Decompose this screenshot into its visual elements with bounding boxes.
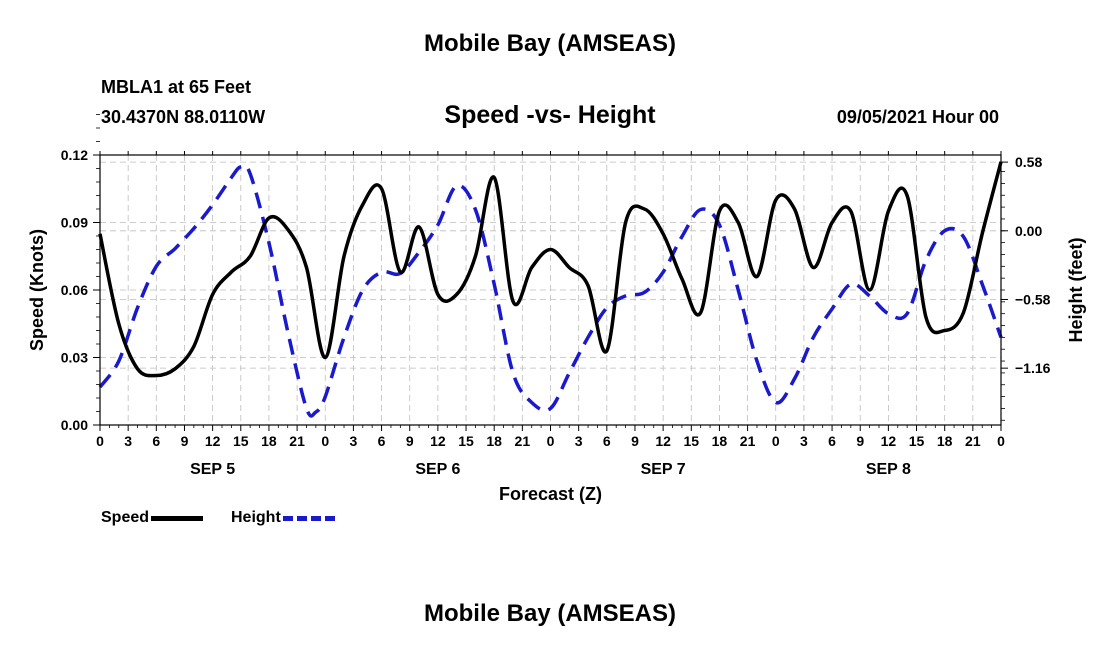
legend-speed-label: Speed — [101, 509, 150, 526]
x-tick-label: 3 — [124, 433, 132, 449]
x-tick-label: 18 — [712, 433, 728, 449]
x-tick-label: 0 — [96, 433, 104, 449]
axes: 0 3 6 9 12 15 18 21 0 3 6 9 12 15 18 21 0 3 6 9 12 15 18 21 0 3 6 9… — [61, 114, 1051, 478]
x-tick-label: 15 — [909, 433, 925, 449]
x-tick-label: 0 — [547, 433, 555, 449]
x-tick-label: 12 — [655, 433, 671, 449]
height-series-line — [98, 163, 1003, 418]
x-tick-label: 21 — [289, 433, 305, 449]
x-tick-label: 21 — [740, 433, 756, 449]
y-axis-title: Speed (Knots) — [27, 229, 47, 351]
x-tick-label: 21 — [515, 433, 531, 449]
x-tick-label: 0 — [997, 433, 1005, 449]
station-label: MBLA1 at 65 Feet — [101, 77, 252, 97]
legend-speed: Speed — [101, 509, 204, 527]
x-axis-title: Forecast (Z) — [499, 484, 602, 504]
legend-speed-swatch — [151, 515, 204, 521]
x-tick-label: 3 — [350, 433, 358, 449]
x-tick-label: 15 — [458, 433, 474, 449]
x-tick-label: 3 — [800, 433, 808, 449]
x-tick-label: 6 — [603, 433, 611, 449]
x-tick-label: 9 — [856, 433, 864, 449]
speed-series-line — [98, 161, 1003, 378]
legend-height-label: Height — [231, 509, 281, 526]
x-tick-label: 18 — [486, 433, 502, 449]
day-label: SEP 6 — [415, 461, 460, 478]
legend-height: Height — [231, 509, 335, 527]
y-tick-label: 0.12 — [61, 147, 88, 163]
x-tick-label: 0 — [772, 433, 780, 449]
y-tick-label: 0.06 — [61, 282, 88, 298]
x-tick-label: 9 — [406, 433, 414, 449]
y-tick-label: 0.09 — [61, 215, 88, 231]
y2-tick-label: −0.58 — [1015, 291, 1051, 307]
series-lines — [98, 161, 1003, 418]
x-tick-label: 18 — [937, 433, 953, 449]
x-tick-label: 0 — [321, 433, 329, 449]
x-tick-label: 9 — [631, 433, 639, 449]
x-tick-label: 3 — [575, 433, 583, 449]
y2-tick-label: 0.58 — [1015, 154, 1042, 170]
day-label: SEP 8 — [866, 461, 911, 478]
x-tick-label: 6 — [828, 433, 836, 449]
x-tick-label: 21 — [965, 433, 981, 449]
footer-title: Mobile Bay (AMSEAS) — [423, 600, 677, 627]
x-tick-label: 15 — [233, 433, 249, 449]
day-label: SEP 5 — [190, 461, 235, 478]
x-tick-label: 18 — [261, 433, 277, 449]
x-tick-label: 6 — [152, 433, 160, 449]
y2-tick-label: −1.16 — [1015, 360, 1051, 376]
chart-title: Speed -vs- Height — [444, 101, 656, 129]
x-tick-label: 12 — [205, 433, 221, 449]
y-tick-label: 0.03 — [61, 350, 88, 366]
legend-height-swatch — [282, 515, 335, 521]
y-tick-label: 0.00 — [61, 417, 88, 433]
datetime-label: 09/05/2021 Hour 00 — [836, 107, 999, 127]
y2-axis-title: Height (feet) — [1066, 238, 1086, 343]
x-tick-label: 9 — [181, 433, 189, 449]
day-label: SEP 7 — [641, 461, 686, 478]
y2-tick-label: 0.00 — [1015, 223, 1042, 239]
grid-lines — [100, 155, 1001, 425]
page-title: Mobile Bay (AMSEAS) — [423, 30, 677, 57]
x-tick-label: 12 — [430, 433, 446, 449]
coordinates-label: 30.4370N 88.0110W — [101, 107, 266, 127]
x-tick-label: 6 — [378, 433, 386, 449]
x-tick-label: 15 — [683, 433, 699, 449]
x-tick-label: 12 — [881, 433, 897, 449]
